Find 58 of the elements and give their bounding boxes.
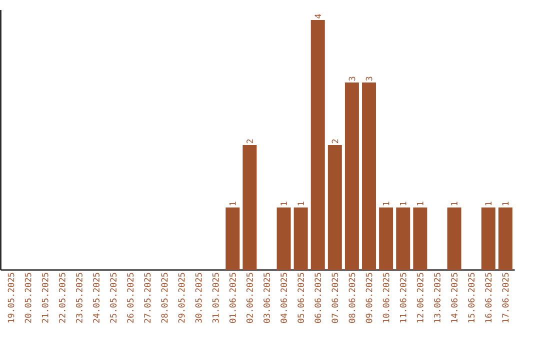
x-tick-label: 26.05.2025 xyxy=(127,272,134,323)
x-tick-label: 16.06.2025 xyxy=(485,272,492,322)
data-label: 1 xyxy=(451,202,458,206)
x-tick-label: 22.05.2025 xyxy=(58,272,66,323)
x-tick-label: 15.06.2025 xyxy=(468,272,475,322)
bar xyxy=(481,208,496,270)
x-tick-label: 27.05.2025 xyxy=(144,272,151,323)
data-label: 2 xyxy=(246,139,253,144)
x-tick-label: 12.06.2025 xyxy=(416,272,424,322)
data-label: 1 xyxy=(382,202,390,206)
bar xyxy=(362,82,376,270)
x-tick-label: 31.05.2025 xyxy=(212,272,219,323)
x-tick-label: 06.06.2025 xyxy=(314,272,322,323)
data-label: 2 xyxy=(332,139,338,144)
data-label: 1 xyxy=(280,202,287,206)
bar xyxy=(226,208,240,270)
bar xyxy=(344,82,359,270)
bar xyxy=(328,145,342,270)
x-tick-label: 02.06.2025 xyxy=(246,272,253,323)
bar xyxy=(294,208,308,270)
x-tick-label: 30.05.2025 xyxy=(195,272,202,323)
x-tick-label: 01.06.2025 xyxy=(229,272,236,323)
bar xyxy=(413,208,428,270)
data-label: 1 xyxy=(502,202,508,206)
bar xyxy=(276,208,291,270)
bar xyxy=(310,20,325,270)
data-label: 1 xyxy=(485,202,492,206)
bar xyxy=(447,208,462,270)
x-tick-label: 20.05.2025 xyxy=(24,272,32,323)
bar xyxy=(379,208,394,270)
x-tick-label: 25.05.2025 xyxy=(110,272,117,323)
bar xyxy=(242,145,257,270)
data-label: 1 xyxy=(230,202,236,206)
x-tick-label: 10.06.2025 xyxy=(382,272,390,322)
x-tick-label: 14.06.2025 xyxy=(451,272,458,322)
bar xyxy=(498,208,512,270)
x-tick-label: 03.06.2025 xyxy=(264,272,270,323)
data-label: 1 xyxy=(417,202,424,206)
x-tick-label: 24.05.2025 xyxy=(93,272,100,323)
x-tick-label: 19.05.2025 xyxy=(8,272,14,322)
x-tick-label: 23.05.2025 xyxy=(76,272,82,323)
data-label: 3 xyxy=(366,76,372,81)
x-tick-label: 11.06.2025 xyxy=(400,272,406,322)
data-label: 3 xyxy=(348,76,356,81)
x-tick-label: 04.06.2025 xyxy=(280,272,287,323)
x-tick-label: 21.05.2025 xyxy=(42,272,48,323)
x-tick-label: 29.05.2025 xyxy=(178,272,185,323)
data-label: 1 xyxy=(400,202,406,206)
x-tick-label: 28.05.2025 xyxy=(161,272,168,323)
x-tick-label: 17.06.2025 xyxy=(502,272,509,322)
bar xyxy=(396,208,410,270)
x-tick-label: 13.06.2025 xyxy=(434,272,440,322)
x-tick-label: 07.06.2025 xyxy=(332,272,338,323)
data-label: 4 xyxy=(314,14,321,18)
data-label: 1 xyxy=(298,202,304,206)
x-tick-label: 05.06.2025 xyxy=(298,272,304,323)
x-tick-label: 09.06.2025 xyxy=(366,272,372,323)
x-tick-label: 08.06.2025 xyxy=(348,272,356,323)
